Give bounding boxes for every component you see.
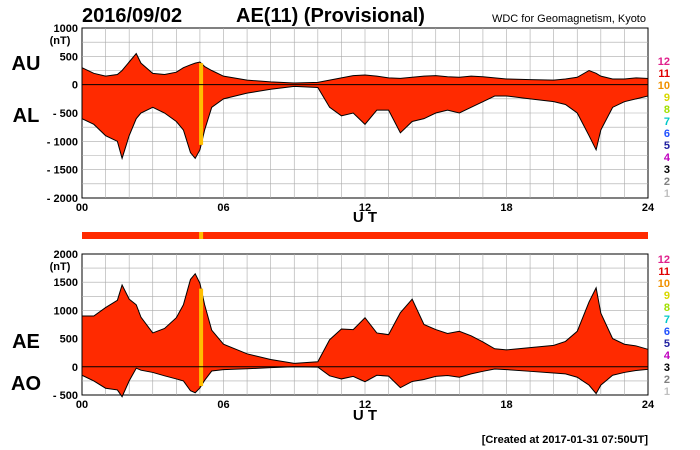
y-tick-label: 500	[60, 51, 78, 63]
hour-legend-item: 1	[664, 386, 670, 398]
y-tick-label: 0	[72, 362, 78, 374]
x-axis-label: U T	[353, 209, 377, 226]
x-tick-label: 24	[642, 399, 655, 411]
index-title: AE(11) (Provisional)	[236, 5, 425, 27]
y-tick-label: - 500	[53, 390, 78, 402]
hour-legend-item: 2	[664, 374, 670, 386]
au-label: AU	[12, 53, 41, 75]
x-tick-label: 00	[76, 202, 88, 214]
x-tick-label: 06	[217, 202, 229, 214]
hour-legend-item: 6	[664, 128, 670, 140]
x-tick-label: 06	[217, 399, 229, 411]
y-tick-label: - 2000	[47, 193, 78, 205]
ae-ao-area	[81, 272, 649, 398]
y-tick-label: - 1500	[47, 165, 78, 177]
x-tick-labels: 00 06 12 18 24	[76, 202, 655, 214]
y-tick-labels: 2000 1500 1000 500 0 - 500	[53, 249, 78, 402]
x-axis-label: U T	[353, 407, 377, 424]
ae-label: AE	[12, 331, 40, 353]
y-tick-label: 1000	[54, 305, 78, 317]
y-tick-label: 2000	[54, 249, 78, 261]
hour-legend-item: 10	[658, 278, 670, 290]
y-tick-label: 1500	[54, 277, 78, 289]
ao-label: AO	[11, 373, 41, 395]
created-timestamp: [Created at 2017-01-31 07:50UT]	[482, 434, 649, 446]
x-tick-label: 00	[76, 399, 88, 411]
hour-legend-item: 8	[664, 104, 670, 116]
hour-legend-item: 2	[664, 176, 670, 188]
x-tick-label: 24	[642, 202, 655, 214]
date-title: 2016/09/02	[82, 5, 182, 27]
hour-legend-item: 5	[664, 338, 670, 350]
hour-legend-item: 9	[664, 92, 670, 104]
al-label: AL	[13, 105, 40, 127]
hour-legend-item: 12	[658, 254, 670, 266]
hour-legend-item: 5	[664, 140, 670, 152]
x-tick-labels: 00 06 12 18 24	[76, 399, 655, 411]
x-tick-label: 12	[359, 202, 371, 214]
y-tick-label: - 500	[53, 108, 78, 120]
hour-legend-item: 8	[664, 302, 670, 314]
separator-bar	[82, 232, 648, 239]
x-tick-label: 12	[359, 399, 371, 411]
x-tick-label: 18	[500, 202, 512, 214]
y-tick-label: - 1000	[47, 136, 78, 148]
ae-ao-panel: 2000 1500 1000 500 0 - 500 00 06 12 18 24 (nT) AE…	[11, 249, 655, 424]
hour-legend-item: 7	[664, 314, 670, 326]
hour-legend-item: 4	[664, 350, 671, 362]
y-tick-label: 500	[60, 334, 78, 346]
hour-legend-item: 11	[658, 68, 670, 80]
separator-highlight	[199, 232, 204, 239]
x-tick-label: 18	[500, 399, 512, 411]
hour-legend-item: 12	[658, 56, 670, 68]
hour-legend-item: 7	[664, 116, 670, 128]
hour-legend-item: 11	[658, 266, 670, 278]
y-tick-label: 0	[72, 80, 78, 92]
hour-legend-item: 1	[664, 188, 670, 200]
hour-legend-item: 9	[664, 290, 670, 302]
hour-legend-item: 10	[658, 80, 670, 92]
y-unit-label: (nT)	[50, 261, 71, 273]
au-al-panel: 1000 500 0 - 500 - 1000 - 1500 - 2000 00 06 12 18…	[12, 23, 655, 226]
y-tick-labels: 1000 500 0 - 500 - 1000 - 1500 - 2000	[47, 23, 78, 205]
y-unit-label: (nT)	[50, 35, 71, 47]
hour-legend-item: 3	[664, 164, 670, 176]
y-tick-label: 1000	[54, 23, 78, 35]
au-al-area	[81, 52, 649, 161]
hour-legend-item: 3	[664, 362, 670, 374]
hour-legend-item: 4	[664, 152, 671, 164]
hour-legend-item: 6	[664, 326, 670, 338]
source-credit: WDC for Geomagnetism, Kyoto	[492, 13, 646, 25]
